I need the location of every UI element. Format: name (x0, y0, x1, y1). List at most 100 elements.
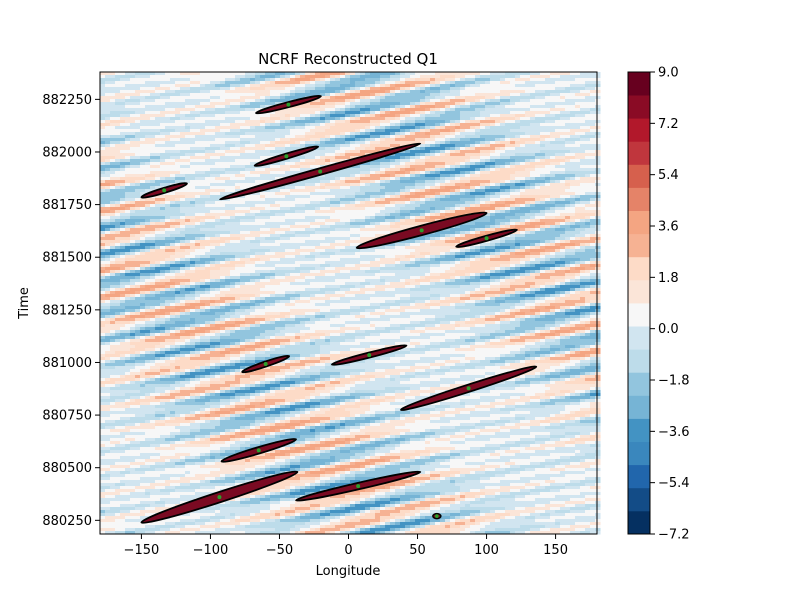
field-cell (475, 162, 481, 166)
field-cell (120, 108, 126, 112)
field-cell (550, 210, 556, 214)
field-cell (280, 96, 286, 100)
field-cell (445, 129, 451, 133)
field-cell (255, 123, 261, 127)
field-cell (280, 219, 286, 223)
field-cell (185, 183, 191, 187)
field-cell (215, 117, 221, 121)
field-cell (210, 201, 216, 205)
field-cell (175, 126, 181, 130)
field-cell (310, 207, 316, 211)
field-cell (305, 198, 311, 202)
field-cell (530, 210, 536, 214)
field-cell (325, 117, 331, 121)
field-cell (270, 102, 276, 106)
field-cell (505, 192, 511, 196)
field-cell (510, 135, 516, 139)
field-cell (240, 123, 246, 127)
field-cell (425, 81, 431, 85)
field-cell (545, 144, 551, 148)
field-cell (555, 84, 561, 88)
field-cell (205, 168, 211, 172)
field-cell (115, 189, 121, 193)
field-cell (210, 204, 216, 208)
field-cell (405, 99, 411, 103)
field-cell (310, 210, 316, 214)
field-cell (570, 174, 576, 178)
field-cell (385, 165, 391, 169)
field-cell (545, 141, 551, 145)
field-cell (515, 135, 521, 139)
field-cell (190, 180, 196, 184)
field-cell (575, 192, 581, 196)
field-cell (105, 201, 111, 205)
field-cell (320, 126, 326, 130)
field-cell (385, 123, 391, 127)
field-cell (540, 165, 546, 169)
field-cell (245, 180, 251, 184)
field-cell (415, 132, 421, 136)
field-cell (575, 81, 581, 85)
field-cell (390, 138, 396, 142)
field-cell (510, 153, 516, 157)
field-cell (325, 162, 331, 166)
field-cell (300, 117, 306, 121)
field-cell (440, 108, 446, 112)
field-cell (105, 84, 111, 88)
field-cell (220, 96, 226, 100)
field-cell (190, 162, 196, 166)
field-cell (595, 87, 601, 91)
field-cell (345, 120, 351, 124)
field-cell (505, 84, 511, 88)
field-cell (555, 204, 561, 208)
field-cell (180, 72, 186, 76)
field-cell (415, 93, 421, 97)
field-cell (480, 81, 486, 85)
field-cell (225, 210, 231, 214)
field-cell (265, 177, 271, 181)
field-cell (110, 120, 116, 124)
field-cell (360, 201, 366, 205)
field-cell (320, 102, 326, 106)
field-cell (395, 168, 401, 172)
field-cell (475, 189, 481, 193)
field-cell (500, 174, 506, 178)
field-cell (490, 162, 496, 166)
field-cell (215, 105, 221, 109)
field-cell (585, 132, 591, 136)
field-cell (100, 111, 106, 115)
field-cell (450, 99, 456, 103)
field-cell (505, 105, 511, 109)
field-cell (500, 84, 506, 88)
field-cell (295, 165, 301, 169)
field-cell (175, 174, 181, 178)
field-cell (270, 207, 276, 211)
field-cell (395, 219, 401, 223)
field-cell (430, 183, 436, 187)
field-cell (585, 195, 591, 199)
field-cell (360, 78, 366, 82)
field-cell (375, 93, 381, 97)
field-cell (180, 180, 186, 184)
field-cell (225, 72, 231, 76)
field-cell (235, 156, 241, 160)
field-cell (145, 114, 151, 118)
field-cell (595, 207, 601, 211)
field-cell (245, 207, 251, 211)
field-cell (205, 180, 211, 184)
field-cell (465, 168, 471, 172)
field-cell (440, 165, 446, 169)
field-cell (475, 90, 481, 94)
field-cell (220, 183, 226, 187)
field-cell (265, 165, 271, 169)
field-cell (205, 126, 211, 130)
field-cell (340, 93, 346, 97)
field-cell (100, 81, 106, 85)
field-cell (405, 108, 411, 112)
field-cell (585, 120, 591, 124)
field-cell (150, 144, 156, 148)
field-cell (405, 192, 411, 196)
field-cell (415, 180, 421, 184)
field-cell (130, 90, 136, 94)
field-cell (280, 210, 286, 214)
